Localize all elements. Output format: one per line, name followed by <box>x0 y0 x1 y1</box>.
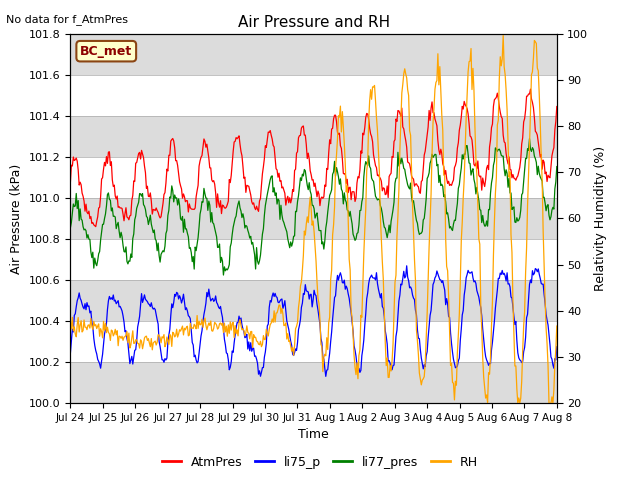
Legend: AtmPres, li75_p, li77_pres, RH: AtmPres, li75_p, li77_pres, RH <box>157 451 483 474</box>
Bar <box>70 198 557 239</box>
Title: Air Pressure and RH: Air Pressure and RH <box>237 15 390 30</box>
Bar <box>70 280 557 321</box>
Bar <box>70 362 557 403</box>
Text: No data for f_AtmPres: No data for f_AtmPres <box>6 14 129 25</box>
Y-axis label: Relativity Humidity (%): Relativity Humidity (%) <box>594 146 607 291</box>
Bar <box>70 116 557 157</box>
Y-axis label: Air Pressure (kPa): Air Pressure (kPa) <box>10 163 24 274</box>
Bar <box>70 34 557 75</box>
Text: BC_met: BC_met <box>80 45 132 58</box>
X-axis label: Time: Time <box>298 429 329 442</box>
